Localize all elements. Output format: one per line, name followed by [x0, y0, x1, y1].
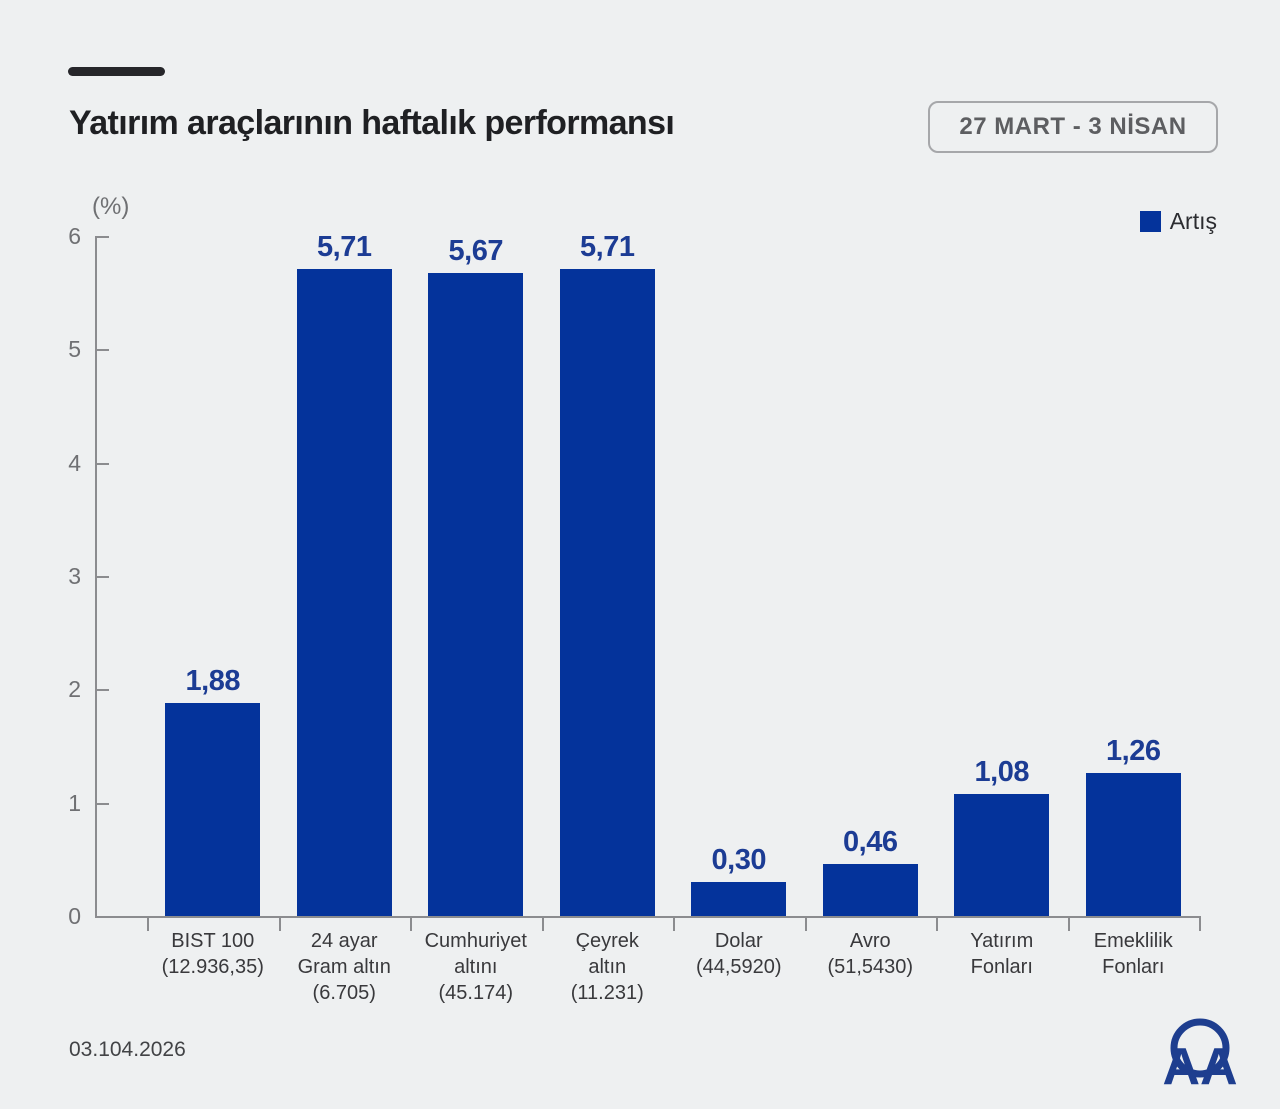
bar-2 — [296, 268, 392, 916]
x-axis — [95, 916, 1201, 918]
y-tick-label: 6 — [68, 223, 81, 249]
x-axis-tick — [1067, 918, 1070, 931]
y-tick-label: 2 — [68, 676, 81, 703]
x-axis-tick — [410, 918, 412, 931]
x-axis-tick — [673, 918, 675, 931]
y-tick-label: 5 — [68, 336, 81, 363]
y-axis-tick — [97, 462, 109, 465]
bar-6 — [822, 863, 918, 916]
x-axis-tick — [541, 918, 544, 931]
bar-5 — [691, 882, 787, 916]
y-axis-tick — [97, 236, 109, 238]
aa-logo-icon: AA — [1162, 1018, 1238, 1096]
publication-date: 03.104.2026 — [69, 1038, 186, 1061]
x-axis-tick — [147, 918, 149, 931]
bar-value-label: 5,71 — [580, 230, 635, 263]
bar-3 — [428, 273, 524, 916]
bar-value-label: 0,46 — [843, 825, 898, 858]
y-axis-tick — [97, 916, 109, 918]
y-axis — [95, 236, 97, 918]
anadolu-agency-logo: AA — [1160, 1014, 1240, 1105]
category-label: BIST 100 (12.936,35) — [161, 930, 264, 978]
legend-label: Artış — [1169, 208, 1217, 234]
page-title: Yatırım araçlarının haftalık performansı — [69, 104, 675, 142]
y-axis-tick — [97, 349, 109, 352]
category-label: Avro (51,5430) — [827, 930, 914, 978]
category-label: Emeklilik Fonları — [1093, 930, 1173, 978]
bar-value-label: 1,26 — [1106, 735, 1161, 768]
bar-value-label: 0,30 — [711, 844, 767, 876]
bar-value-label: 5,71 — [317, 230, 372, 263]
date-range-badge: 27 MART - 3 NİSAN — [928, 101, 1218, 153]
category-label: Dolar (44,5920) — [695, 930, 782, 978]
date-range-label: 27 MART - 3 NİSAN — [959, 113, 1187, 140]
category-label: Çeyrek altın (11.231) — [570, 930, 644, 1004]
svg-text:AA: AA — [1162, 1038, 1237, 1096]
y-axis-tick — [97, 802, 109, 805]
bar-1 — [165, 702, 261, 916]
bar-value-label: 5,67 — [448, 235, 504, 268]
y-tick-label: 3 — [68, 563, 81, 589]
y-axis-tick — [97, 576, 109, 578]
bar-8 — [1085, 773, 1181, 916]
bar-value-label: 1,08 — [974, 755, 1030, 788]
category-label: Cumhuriyet altını (45.174) — [424, 930, 527, 1004]
y-axis-tick — [97, 689, 109, 692]
category-label: 24 ayar Gram altın (6.705) — [297, 930, 391, 1004]
x-axis-tick — [1199, 918, 1201, 931]
y-tick-label: 0 — [68, 903, 81, 929]
title-accent-bar — [68, 67, 165, 76]
x-axis-tick — [936, 918, 938, 931]
y-tick-label: 4 — [68, 449, 81, 476]
x-axis-tick — [278, 918, 281, 931]
legend-color-swatch — [1139, 211, 1161, 232]
y-axis-unit-label: (%) — [92, 193, 130, 220]
x-axis-tick — [804, 918, 807, 931]
y-tick-label: 1 — [68, 789, 81, 816]
bar-7 — [954, 793, 1050, 916]
category-label: Yatırım Fonları — [970, 930, 1034, 978]
bar-value-label: 1,88 — [185, 664, 241, 697]
bar-4 — [559, 268, 655, 916]
chart-legend: Artış — [1139, 208, 1217, 235]
